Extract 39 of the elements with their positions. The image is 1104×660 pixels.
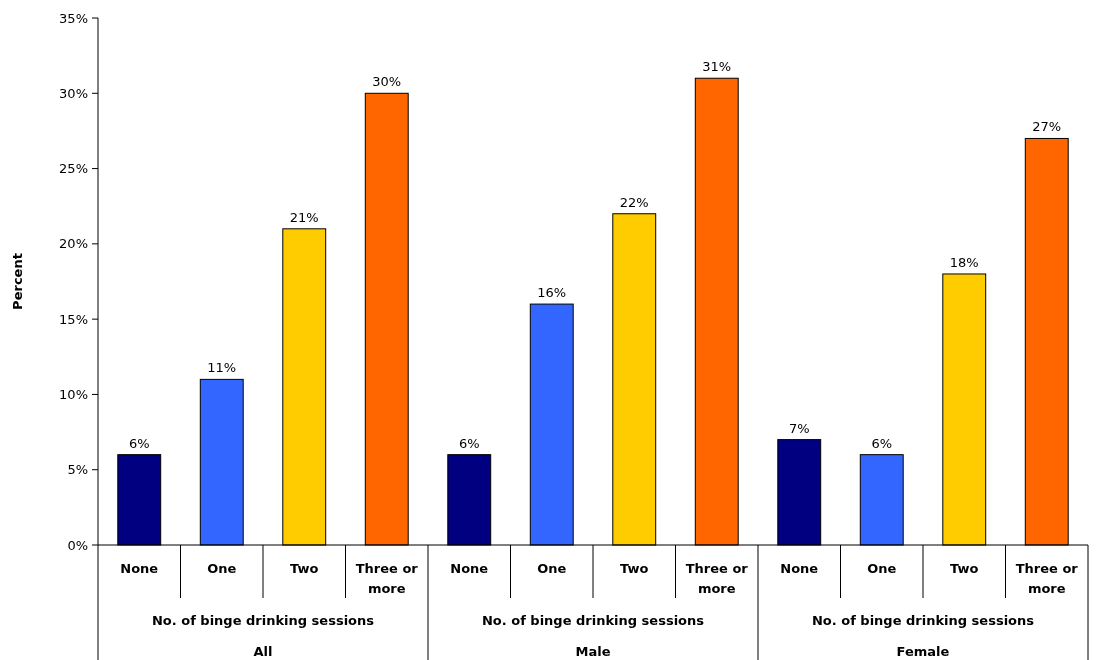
series-label: Two [290, 561, 319, 576]
series-label: One [207, 561, 237, 576]
y-tick-label: 15% [59, 311, 88, 327]
y-tick-label: 20% [59, 236, 88, 252]
text: None [450, 561, 489, 576]
data-label: 21% [289, 209, 319, 225]
x-tick-label: Female [896, 644, 950, 659]
data-label: 7% [788, 420, 810, 436]
y-tick-label: 30% [59, 85, 88, 101]
series-label: Three or more [685, 561, 749, 596]
data-label: 18% [949, 254, 979, 270]
text: Two [620, 561, 649, 576]
x-tick-label: All [253, 644, 273, 659]
y-axis-title: Percent [10, 253, 25, 310]
y-tick-label: 35% [59, 10, 88, 26]
text: No. of binge drinking sessions [811, 613, 1035, 628]
y-tick-label: 5% [67, 462, 88, 478]
data-label: 27% [1032, 119, 1062, 135]
y-tick-label: 0% [67, 537, 88, 553]
data-label: 31% [702, 59, 732, 75]
text: One [867, 561, 897, 576]
data-label: 6% [128, 435, 150, 451]
text: Three or more [355, 561, 418, 596]
text: One [537, 561, 567, 576]
x-tick-label: Male [575, 644, 611, 659]
data-label: 22% [619, 194, 649, 210]
data-label: 6% [458, 435, 480, 451]
data-label: 30% [372, 74, 402, 90]
text: Two [950, 561, 979, 576]
y-tick-label: 10% [59, 386, 88, 402]
series-label: None [120, 561, 159, 576]
text: No. of binge drinking sessions [481, 613, 705, 628]
data-label: 6% [871, 435, 893, 451]
y-tick-label: 25% [59, 161, 88, 177]
x-axis-title: No. of binge drinking sessions [151, 613, 375, 628]
text: Three or more [1015, 561, 1078, 596]
data-label: 11% [207, 360, 237, 376]
data-label: 16% [537, 285, 567, 301]
text: None [780, 561, 819, 576]
